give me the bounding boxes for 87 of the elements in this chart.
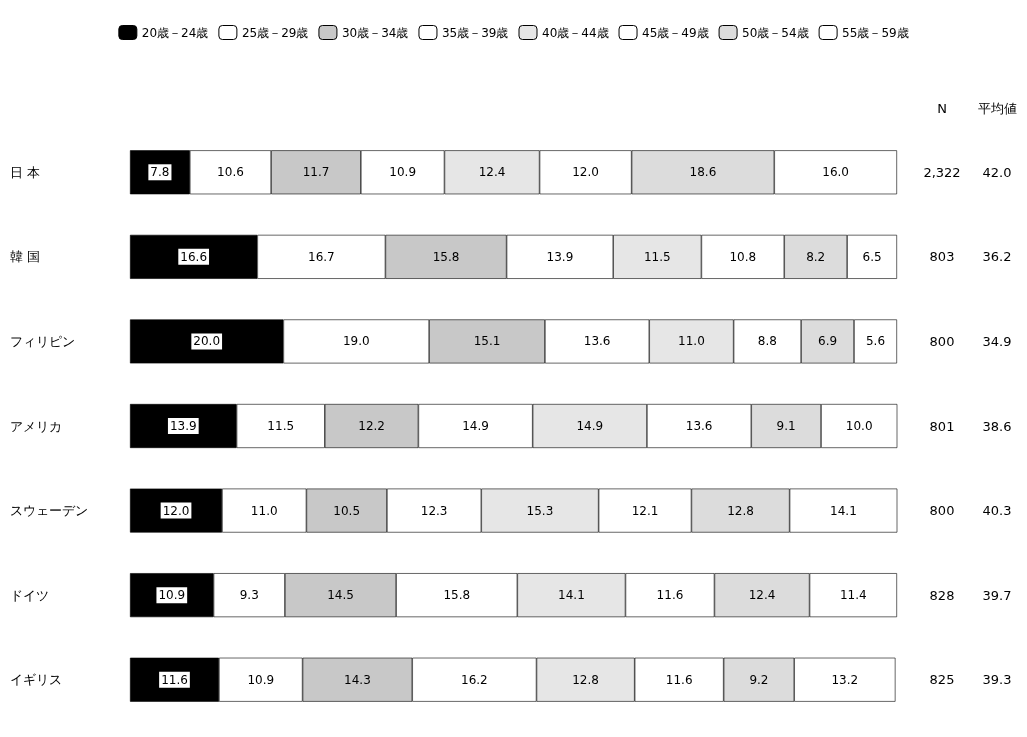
y-tick-label: ドイツ bbox=[10, 587, 49, 603]
y-tick-label: 韓 国 bbox=[10, 249, 41, 265]
legend-label: 35歳－39歳 bbox=[441, 25, 509, 40]
data-label: 12.3 bbox=[420, 503, 448, 518]
data-label: 11.7 bbox=[302, 165, 330, 180]
data-label: 12.8 bbox=[727, 503, 754, 518]
data-label: 16.2 bbox=[461, 672, 488, 687]
y-tick-label: 日 本 bbox=[10, 164, 41, 180]
data-label: 9.3 bbox=[239, 588, 259, 603]
data-label: 15.8 bbox=[443, 588, 471, 603]
data-label: 5.6 bbox=[865, 334, 886, 349]
text: 40.3 bbox=[982, 503, 1012, 519]
data-label: 10.6 bbox=[217, 165, 244, 180]
data-label: 11.6 bbox=[656, 588, 684, 603]
data-label: 9.2 bbox=[749, 672, 769, 687]
text: 828 bbox=[929, 587, 955, 603]
data-label: 9.1 bbox=[776, 419, 796, 433]
legend-label: 50歳－54歳 bbox=[742, 25, 809, 40]
data-label: 14.1 bbox=[558, 588, 585, 603]
data-label: 14.1 bbox=[830, 503, 857, 518]
text: 803 bbox=[929, 249, 955, 265]
legend-label: 55歳－59歳 bbox=[842, 25, 909, 40]
text: 825 bbox=[929, 672, 955, 688]
y-tick-label: イギリス bbox=[10, 672, 62, 688]
data-label: 12.4 bbox=[478, 165, 506, 180]
y-tick-label: フィリピン bbox=[10, 333, 75, 349]
data-label: 10.5 bbox=[333, 503, 361, 518]
text: N bbox=[937, 101, 947, 117]
y-tick-label: アメリカ bbox=[10, 418, 62, 434]
text: 34.9 bbox=[982, 333, 1012, 349]
text: 39.7 bbox=[982, 587, 1012, 603]
text: 800 bbox=[929, 503, 955, 519]
text: 平均値 bbox=[977, 101, 1017, 117]
data-label: 11.6 bbox=[665, 672, 693, 687]
data-label: 18.6 bbox=[689, 165, 717, 180]
legend-label: 30歳－34歳 bbox=[341, 25, 409, 40]
data-label: 12.4 bbox=[748, 588, 776, 603]
data-label: 19.0 bbox=[342, 334, 370, 349]
text: 42.0 bbox=[982, 164, 1012, 180]
y-tick-label: スウェーデン bbox=[10, 503, 88, 519]
data-label: 11.6 bbox=[161, 672, 188, 687]
data-label: 11.5 bbox=[267, 419, 295, 433]
text: 39.3 bbox=[982, 672, 1012, 688]
data-label: 13.2 bbox=[831, 672, 859, 687]
data-label: 11.5 bbox=[643, 249, 671, 264]
text: 36.2 bbox=[982, 249, 1012, 265]
data-label: 15.8 bbox=[432, 249, 460, 264]
data-label: 10.9 bbox=[158, 588, 186, 603]
data-label: 16.7 bbox=[308, 249, 335, 264]
data-label: 20.0 bbox=[193, 334, 221, 349]
text: 801 bbox=[929, 418, 955, 434]
legend-label: 25歳－29歳 bbox=[241, 25, 309, 40]
data-label: 11.0 bbox=[250, 503, 278, 518]
data-label: 12.2 bbox=[358, 419, 385, 433]
data-label: 8.8 bbox=[757, 334, 777, 349]
data-label: 10.9 bbox=[247, 672, 275, 687]
data-label: 12.8 bbox=[572, 672, 599, 687]
data-label: 12.1 bbox=[631, 503, 659, 518]
legend-label: 20歳－24歳 bbox=[141, 25, 209, 40]
data-label: 15.3 bbox=[526, 503, 554, 518]
data-label: 13.6 bbox=[685, 419, 713, 433]
data-label: 11.4 bbox=[839, 588, 867, 603]
data-label: 14.5 bbox=[327, 588, 354, 603]
data-label: 15.1 bbox=[473, 334, 501, 349]
data-label: 8.2 bbox=[806, 249, 826, 264]
data-label: 14.3 bbox=[344, 672, 371, 687]
data-label: 13.9 bbox=[169, 419, 197, 433]
data-label: 11.0 bbox=[678, 334, 705, 349]
data-label: 6.9 bbox=[818, 334, 838, 349]
data-label: 16.0 bbox=[822, 165, 849, 180]
data-label: 16.6 bbox=[180, 249, 208, 264]
data-label: 12.0 bbox=[572, 165, 599, 180]
data-label: 13.9 bbox=[546, 249, 574, 264]
data-label: 6.5 bbox=[862, 249, 882, 264]
data-label: 14.9 bbox=[462, 419, 489, 433]
data-label: 14.9 bbox=[576, 419, 604, 433]
text: 38.6 bbox=[982, 418, 1012, 434]
legend-label: 45歳－49歳 bbox=[642, 25, 709, 40]
data-label: 10.9 bbox=[389, 165, 417, 180]
data-label: 10.8 bbox=[729, 249, 757, 264]
data-label: 10.0 bbox=[845, 419, 873, 433]
data-label: 13.6 bbox=[583, 334, 611, 349]
legend-label: 40歳－44歳 bbox=[542, 25, 609, 40]
data-label: 7.8 bbox=[150, 165, 170, 180]
data-label: 12.0 bbox=[162, 503, 190, 518]
text: 800 bbox=[929, 333, 955, 349]
text: 2,322 bbox=[923, 164, 961, 180]
